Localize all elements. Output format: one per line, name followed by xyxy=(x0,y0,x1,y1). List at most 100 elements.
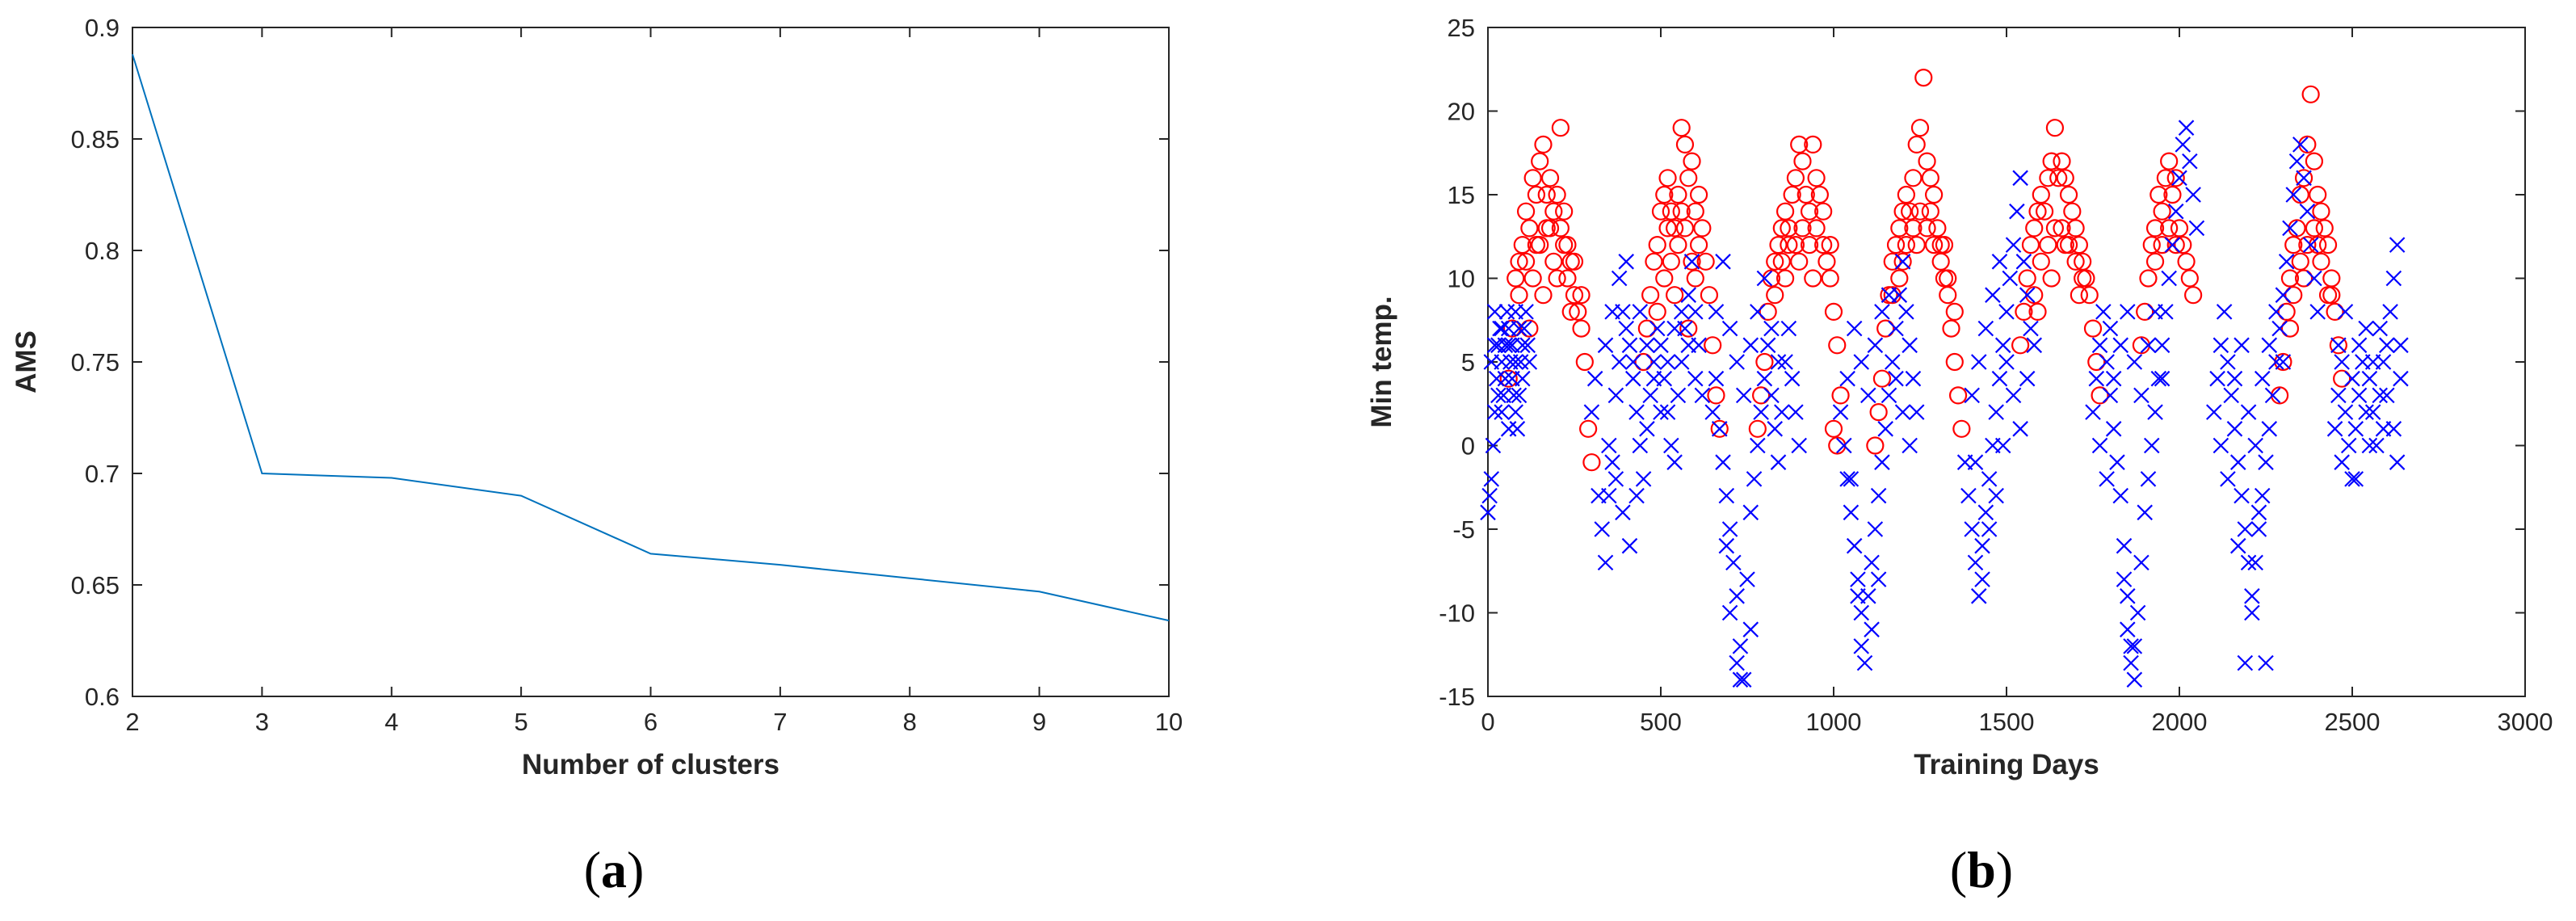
scatter-point-circle xyxy=(1783,185,1801,204)
scatter-point-circle xyxy=(1925,185,1944,204)
scatter-point-circle xyxy=(1804,135,1822,154)
scatter-point-circle xyxy=(1910,119,1930,137)
scatter-point-circle xyxy=(1565,286,1584,305)
scatter-point-cross xyxy=(1607,471,1624,487)
scatter-point-cross xyxy=(2379,387,2395,404)
scatter-point-cross xyxy=(2254,370,2271,387)
scatter-point-circle xyxy=(1527,185,1546,204)
scatter-point-cross xyxy=(1635,471,1652,487)
scatter-point-cross xyxy=(1497,370,1514,387)
scatter-point-cross xyxy=(1711,421,1728,437)
scatter-point-circle xyxy=(1669,236,1687,254)
scatter-point-circle xyxy=(1921,169,1939,187)
scatter-point-cross xyxy=(2182,153,2198,170)
scatter-point-cross xyxy=(2330,337,2347,354)
scatter-point-cross xyxy=(2112,337,2129,354)
scatter-point-cross xyxy=(2389,237,2406,253)
scatter-point-cross xyxy=(1870,487,1887,504)
scatter-point-circle xyxy=(1890,269,1909,288)
scatter-point-cross xyxy=(2091,337,2108,354)
scatter-point-circle xyxy=(1821,236,1839,254)
y-tick-label: -15 xyxy=(1439,683,1475,711)
x-tick-label: 500 xyxy=(1640,708,1682,736)
scatter-point-circle xyxy=(1555,236,1574,254)
scatter-point-cross xyxy=(1521,354,1538,370)
scatter-point-cross xyxy=(1902,337,1918,354)
scatter-point-circle xyxy=(1513,236,1532,254)
x-tick-label: 5 xyxy=(515,708,528,736)
scatter-point-cross xyxy=(1884,354,1901,370)
scatter-point-cross xyxy=(1853,638,1870,654)
scatter-point-cross xyxy=(2123,654,2139,671)
scatter-point-cross xyxy=(1516,320,1532,337)
scatter-point-circle xyxy=(2322,286,2341,305)
scatter-point-circle xyxy=(1537,185,1556,204)
scatter-point-circle xyxy=(2139,269,2158,288)
scatter-point-cross xyxy=(2178,120,2195,136)
scatter-point-circle xyxy=(1952,419,1971,438)
scatter-point-circle xyxy=(1804,269,1822,288)
scatter-point-cross xyxy=(1718,537,1735,554)
scatter-point-cross xyxy=(1607,387,1624,404)
scatter-point-circle xyxy=(2315,219,2334,238)
scatter-point-circle xyxy=(1648,236,1666,254)
scatter-point-cross xyxy=(1486,304,1503,320)
scatter-point-circle xyxy=(1579,419,1598,438)
scatter-point-cross xyxy=(2129,604,2146,621)
scatter-point-cross xyxy=(2247,437,2263,454)
scatter-point-cross xyxy=(1732,671,1749,688)
scatter-point-circle xyxy=(1675,135,1695,154)
scatter-point-circle xyxy=(2083,319,2103,338)
scatter-point-cross xyxy=(1645,354,1662,370)
panel-b-series xyxy=(1480,68,2409,688)
scatter-point-cross xyxy=(2250,521,2267,537)
scatter-point-circle xyxy=(2035,202,2054,221)
scatter-point-circle xyxy=(1672,202,1691,221)
panel-b-x-axis-label: Training Days xyxy=(1914,749,2099,780)
scatter-point-circle xyxy=(1904,169,1923,187)
scatter-point-circle xyxy=(2063,202,2082,221)
y-tick-label: 0.65 xyxy=(71,571,120,599)
scatter-point-cross xyxy=(2337,404,2354,420)
scatter-point-circle xyxy=(1945,302,1964,321)
scatter-point-cross xyxy=(2334,354,2350,370)
scatter-point-cross xyxy=(1507,304,1524,320)
scatter-point-circle xyxy=(1790,252,1809,271)
scatter-point-cross xyxy=(2209,370,2225,387)
scatter-point-cross xyxy=(2385,270,2402,287)
ams-line xyxy=(132,53,1170,622)
scatter-point-cross xyxy=(1611,354,1628,370)
scatter-point-cross xyxy=(1791,437,1807,454)
scatter-point-cross xyxy=(1632,304,1649,320)
scatter-point-circle xyxy=(1641,286,1660,305)
scatter-point-cross xyxy=(2164,237,2181,253)
scatter-point-cross xyxy=(2140,337,2157,354)
scatter-point-circle xyxy=(1523,169,1542,187)
scatter-point-circle xyxy=(1666,286,1684,305)
scatter-point-cross xyxy=(2140,471,2157,487)
scatter-point-cross xyxy=(2206,404,2222,420)
scatter-point-cross xyxy=(2258,654,2274,671)
scatter-point-circle xyxy=(2142,236,2161,254)
scatter-point-cross xyxy=(1756,270,1773,287)
scatter-point-cross xyxy=(2389,454,2406,470)
scatter-point-cross xyxy=(2351,387,2368,404)
scatter-point-circle xyxy=(1651,202,1670,221)
scatter-point-cross xyxy=(1486,337,1503,354)
scatter-point-circle xyxy=(1814,202,1833,221)
x-tick-label: 9 xyxy=(1032,708,1046,736)
x-tick-label: 3 xyxy=(255,708,269,736)
scatter-point-cross xyxy=(1494,320,1510,337)
scatter-point-circle xyxy=(2166,169,2185,187)
scatter-point-cross xyxy=(1877,421,1893,437)
scatter-point-cross xyxy=(1670,387,1687,404)
scatter-point-circle xyxy=(1890,219,1909,238)
scatter-point-circle xyxy=(1558,269,1577,288)
scatter-point-cross xyxy=(1506,387,1522,404)
scatter-point-circle xyxy=(2015,302,2033,321)
scatter-point-circle xyxy=(2049,169,2068,187)
scatter-point-circle xyxy=(1807,169,1826,187)
scatter-point-cross xyxy=(2126,671,2143,688)
y-tick-label: 25 xyxy=(1448,14,1475,42)
scatter-point-cross xyxy=(1998,304,2015,320)
